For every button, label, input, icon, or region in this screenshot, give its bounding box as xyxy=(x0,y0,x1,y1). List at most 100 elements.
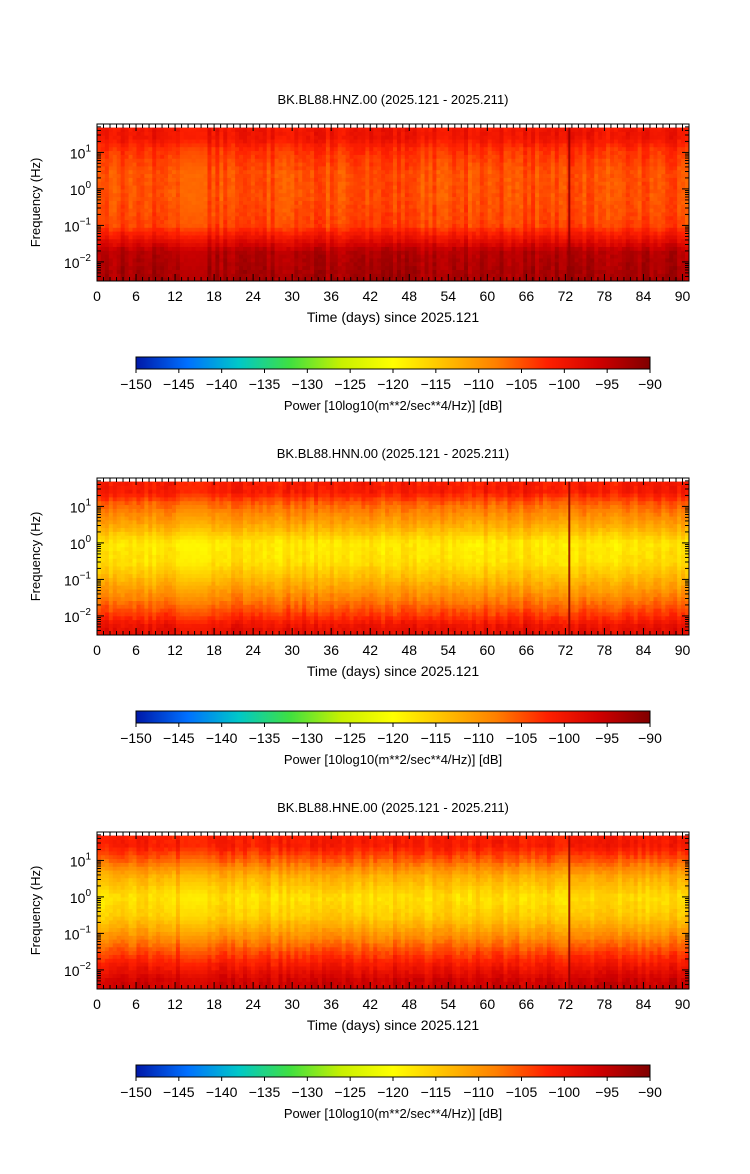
heatmap-cell xyxy=(203,185,209,190)
heatmap-cell xyxy=(385,211,390,217)
heatmap-cell xyxy=(329,254,335,259)
heatmap-cell xyxy=(400,154,406,159)
heatmap-cell xyxy=(183,139,189,144)
heatmap-cell xyxy=(290,146,295,152)
heatmap-cell xyxy=(294,181,299,186)
heatmap-cell xyxy=(495,219,501,224)
heatmap-cell xyxy=(554,215,560,221)
heatmap-cell xyxy=(298,188,303,194)
heatmap-cell xyxy=(282,242,287,247)
heatmap-cell xyxy=(582,162,587,167)
heatmap-cell xyxy=(495,188,501,194)
heatmap-cell xyxy=(314,208,319,213)
heatmap-cell xyxy=(467,154,473,159)
heatmap-cell xyxy=(393,257,398,263)
heatmap-cell xyxy=(475,215,481,221)
heatmap-cell xyxy=(369,211,374,217)
heatmap-cell xyxy=(333,142,339,148)
heatmap-cell xyxy=(164,234,169,240)
heatmap-cell xyxy=(460,177,465,182)
heatmap-cell xyxy=(400,135,406,140)
heatmap-cell xyxy=(282,196,287,201)
heatmap-cell xyxy=(104,127,110,132)
heatmap-cell xyxy=(310,185,315,190)
heatmap-cell xyxy=(499,265,505,270)
heatmap-cell xyxy=(385,192,390,198)
heatmap-cell xyxy=(353,162,358,167)
heatmap-cell xyxy=(369,127,374,132)
heatmap-cell xyxy=(345,265,351,270)
heatmap-cell xyxy=(365,211,370,217)
heatmap-cell xyxy=(582,234,587,240)
heatmap-cell xyxy=(424,254,430,259)
heatmap-cell xyxy=(527,135,532,140)
heatmap-cell xyxy=(183,215,189,221)
heatmap-cell xyxy=(578,131,583,136)
heatmap-cell xyxy=(507,158,512,163)
heatmap-cell xyxy=(207,223,212,228)
heatmap-cell xyxy=(574,188,579,194)
heatmap-cell xyxy=(175,227,181,232)
heatmap-cell xyxy=(294,162,299,167)
heatmap-cell xyxy=(168,188,173,194)
heatmap-cell xyxy=(231,234,236,240)
heatmap-cell xyxy=(527,215,532,221)
heatmap-cell xyxy=(203,188,209,194)
heatmap-cell xyxy=(223,165,228,171)
heatmap-cell xyxy=(412,250,418,255)
heatmap-cell xyxy=(416,181,422,186)
heatmap-cell xyxy=(219,146,224,152)
heatmap-cell xyxy=(515,265,520,270)
heatmap-cell xyxy=(160,154,165,159)
heatmap-cell xyxy=(471,196,477,201)
heatmap-cell xyxy=(211,154,216,159)
heatmap-cell xyxy=(219,196,224,201)
heatmap-cell xyxy=(97,204,102,209)
heatmap-cell xyxy=(420,257,426,263)
heatmap-cell xyxy=(357,254,362,259)
heatmap-cell xyxy=(396,246,402,251)
heatmap-cell xyxy=(168,150,173,155)
heatmap-cell xyxy=(436,219,441,224)
heatmap-cell xyxy=(456,215,461,221)
heatmap-cell xyxy=(428,188,433,194)
heatmap-cell xyxy=(239,231,244,236)
heatmap-cell xyxy=(511,185,516,190)
heatmap-cell xyxy=(191,277,197,282)
heatmap-cell xyxy=(511,215,516,221)
heatmap-cell xyxy=(483,150,489,155)
heatmap-cell xyxy=(393,150,398,155)
heatmap-cell xyxy=(393,219,398,224)
heatmap-cell xyxy=(361,208,366,213)
heatmap-cell xyxy=(187,227,193,232)
heatmap-cell xyxy=(148,181,153,186)
heatmap-cell xyxy=(527,250,532,255)
heatmap-cell xyxy=(574,196,579,201)
heatmap-cell xyxy=(448,234,453,240)
heatmap-cell xyxy=(318,215,323,221)
heatmap-cell xyxy=(195,154,201,159)
heatmap-cell xyxy=(286,154,291,159)
heatmap-cell xyxy=(420,250,426,255)
heatmap-cell xyxy=(132,219,137,224)
heatmap-cell xyxy=(432,142,437,148)
heatmap-cell xyxy=(377,158,382,163)
heatmap-cell xyxy=(479,231,485,236)
heatmap-cell xyxy=(199,227,205,232)
heatmap-cell xyxy=(412,231,418,236)
heatmap-cell xyxy=(333,169,339,175)
heatmap-cell xyxy=(491,177,497,182)
heatmap-cell xyxy=(369,277,374,282)
heatmap-cell xyxy=(444,162,449,167)
heatmap-cell xyxy=(578,200,583,205)
heatmap-cell xyxy=(554,131,560,136)
heatmap-cell xyxy=(460,200,465,205)
heatmap-cell xyxy=(306,219,311,224)
heatmap-cell xyxy=(132,135,137,140)
heatmap-cell xyxy=(523,127,528,132)
heatmap-cell xyxy=(246,188,252,194)
heatmap-cell xyxy=(558,208,564,213)
heatmap-cell xyxy=(369,269,374,274)
heatmap-cell xyxy=(199,173,205,178)
heatmap-cell xyxy=(519,188,524,194)
